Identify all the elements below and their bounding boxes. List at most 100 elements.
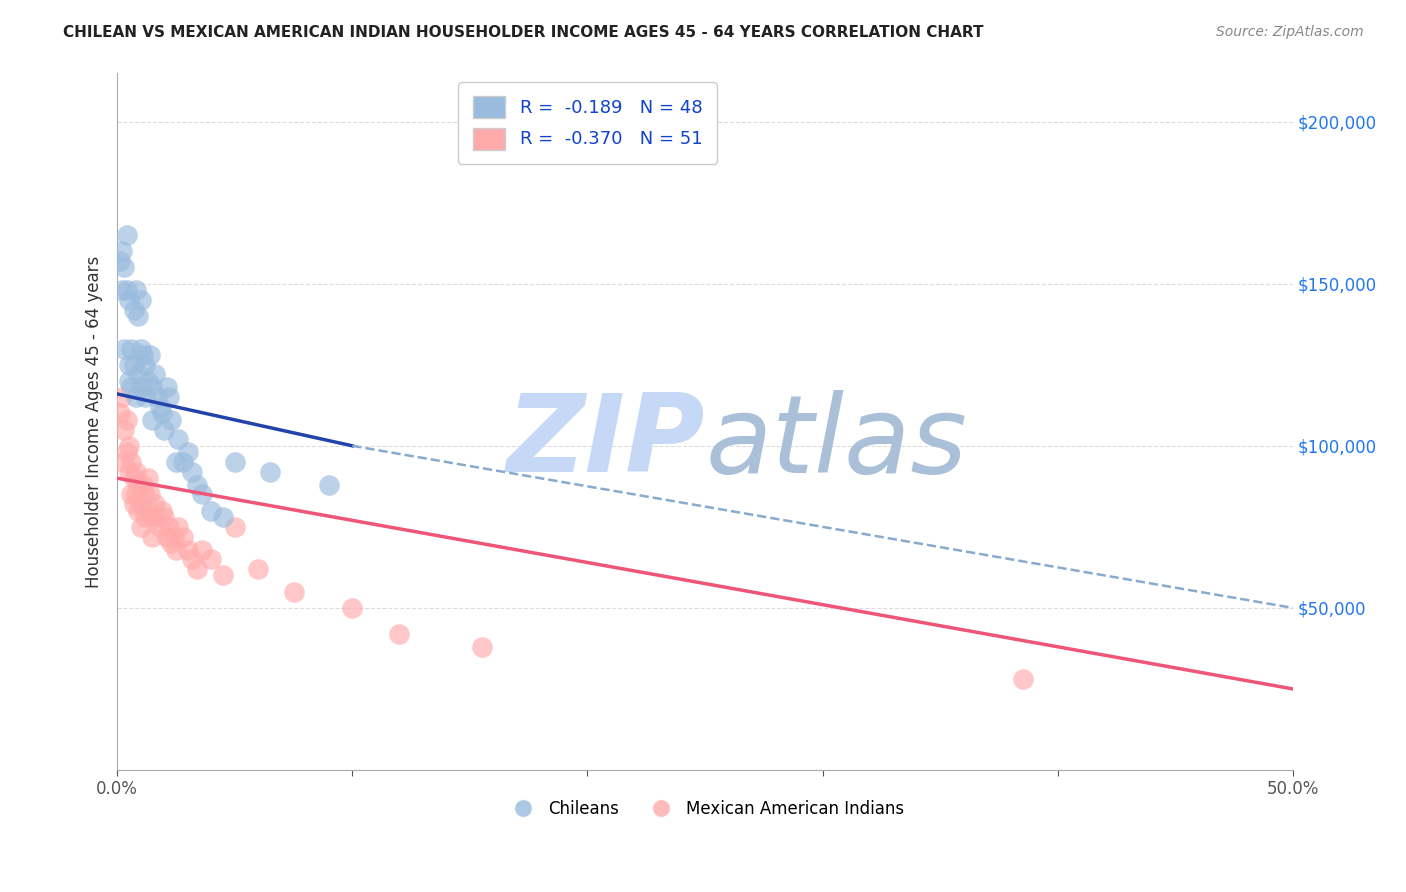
Point <box>129 497 152 511</box>
Point <box>186 562 208 576</box>
Point <box>118 293 141 307</box>
Point <box>134 390 156 404</box>
Point <box>155 380 177 394</box>
Point <box>132 348 155 362</box>
Point <box>136 471 159 485</box>
Point <box>111 283 134 297</box>
Point <box>160 413 183 427</box>
Point <box>146 390 169 404</box>
Text: Source: ZipAtlas.com: Source: ZipAtlas.com <box>1216 25 1364 39</box>
Point <box>120 342 142 356</box>
Point <box>162 530 184 544</box>
Point <box>143 368 166 382</box>
Point <box>125 390 148 404</box>
Point <box>247 562 270 576</box>
Point <box>141 510 163 524</box>
Point <box>388 627 411 641</box>
Point <box>112 342 135 356</box>
Point <box>129 342 152 356</box>
Text: CHILEAN VS MEXICAN AMERICAN INDIAN HOUSEHOLDER INCOME AGES 45 - 64 YEARS CORRELA: CHILEAN VS MEXICAN AMERICAN INDIAN HOUSE… <box>63 25 984 40</box>
Point <box>148 400 170 414</box>
Point <box>177 542 200 557</box>
Point <box>160 536 183 550</box>
Point <box>141 413 163 427</box>
Point <box>141 530 163 544</box>
Point <box>115 283 138 297</box>
Point <box>115 413 138 427</box>
Point <box>157 520 180 534</box>
Point <box>143 497 166 511</box>
Point <box>181 465 204 479</box>
Point <box>118 465 141 479</box>
Point <box>125 283 148 297</box>
Point <box>112 455 135 469</box>
Point <box>118 358 141 372</box>
Point <box>120 487 142 501</box>
Point <box>129 293 152 307</box>
Point <box>186 477 208 491</box>
Point <box>150 406 173 420</box>
Point <box>200 552 222 566</box>
Point <box>191 487 214 501</box>
Point <box>122 497 145 511</box>
Point <box>132 477 155 491</box>
Point <box>127 503 149 517</box>
Point <box>172 455 194 469</box>
Point <box>212 568 235 582</box>
Point <box>136 503 159 517</box>
Point <box>259 465 281 479</box>
Point <box>125 487 148 501</box>
Point <box>120 455 142 469</box>
Point <box>134 510 156 524</box>
Point <box>172 530 194 544</box>
Point <box>471 640 494 654</box>
Point <box>181 552 204 566</box>
Point <box>136 374 159 388</box>
Point <box>111 390 134 404</box>
Point <box>122 471 145 485</box>
Point <box>157 390 180 404</box>
Point <box>1011 672 1033 686</box>
Point <box>148 520 170 534</box>
Point <box>167 433 190 447</box>
Point <box>127 477 149 491</box>
Point <box>127 309 149 323</box>
Point <box>120 380 142 394</box>
Point <box>129 520 152 534</box>
Point <box>139 348 162 362</box>
Point <box>122 302 145 317</box>
Text: atlas: atlas <box>704 390 967 495</box>
Point <box>318 477 340 491</box>
Point <box>150 503 173 517</box>
Point <box>141 380 163 394</box>
Point <box>224 455 246 469</box>
Point <box>112 423 135 437</box>
Point <box>125 465 148 479</box>
Point <box>224 520 246 534</box>
Legend: Chileans, Mexican American Indians: Chileans, Mexican American Indians <box>499 793 911 824</box>
Point <box>165 542 187 557</box>
Point <box>146 510 169 524</box>
Y-axis label: Householder Income Ages 45 - 64 years: Householder Income Ages 45 - 64 years <box>86 255 103 588</box>
Point <box>122 358 145 372</box>
Point <box>134 358 156 372</box>
Point <box>155 530 177 544</box>
Point <box>108 254 131 268</box>
Point <box>129 380 152 394</box>
Point <box>167 520 190 534</box>
Point <box>118 439 141 453</box>
Point <box>139 487 162 501</box>
Point <box>212 510 235 524</box>
Point <box>134 487 156 501</box>
Point <box>342 601 364 615</box>
Point <box>200 503 222 517</box>
Point <box>191 542 214 557</box>
Point <box>165 455 187 469</box>
Point <box>115 228 138 243</box>
Point <box>153 510 176 524</box>
Point <box>127 368 149 382</box>
Point <box>108 406 131 420</box>
Point <box>153 423 176 437</box>
Text: ZIP: ZIP <box>506 390 704 495</box>
Point <box>115 445 138 459</box>
